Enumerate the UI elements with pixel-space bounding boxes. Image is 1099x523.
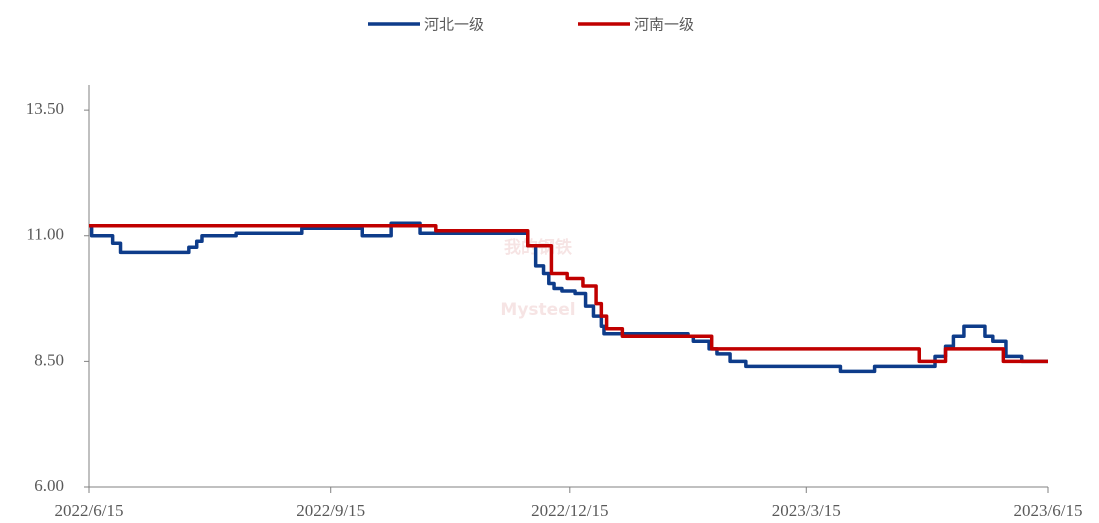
- y-tick-label: 13.50: [26, 99, 64, 118]
- series-line: [89, 223, 1048, 364]
- y-tick-label: 11.00: [26, 225, 64, 244]
- y-tick-label: 8.50: [34, 350, 64, 369]
- x-tick-label: 2022/12/15: [531, 501, 608, 520]
- x-tick-label: 2022/6/15: [55, 501, 124, 520]
- series-line: [89, 221, 1048, 374]
- x-tick-label: 2023/6/15: [1014, 501, 1083, 520]
- x-tick-label: 2023/3/15: [772, 501, 841, 520]
- watermark: Mysteel: [500, 300, 575, 320]
- x-tick-label: 2022/9/15: [296, 501, 365, 520]
- legend-label: 河北一级: [424, 16, 484, 34]
- y-tick-label: 6.00: [34, 476, 64, 495]
- legend-label: 河南一级: [634, 16, 694, 34]
